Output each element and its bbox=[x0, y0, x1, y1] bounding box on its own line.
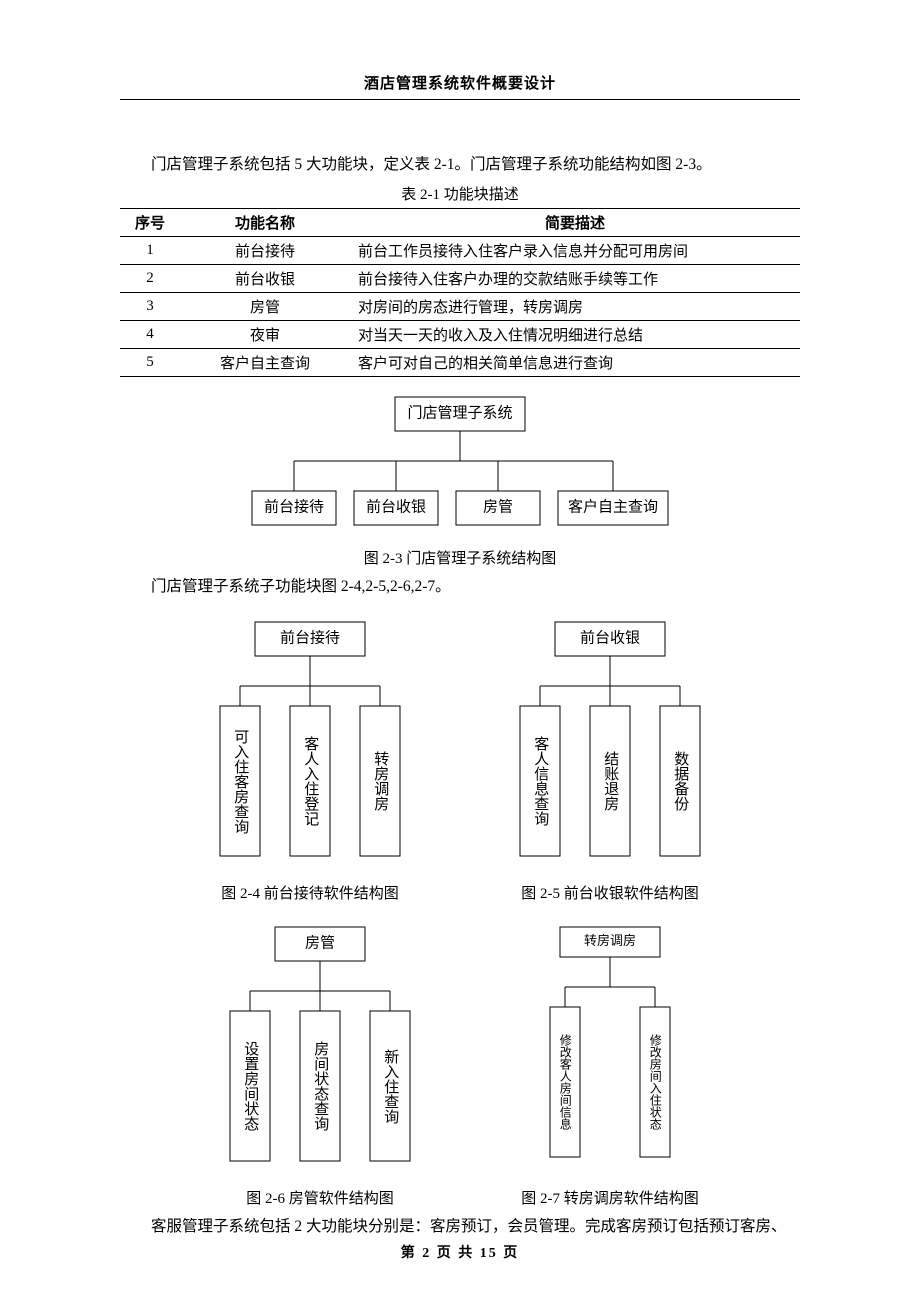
cell-name: 客户自主查询 bbox=[180, 349, 350, 377]
col-desc-header: 简要描述 bbox=[350, 209, 800, 237]
figures-row-1: 前台接待可入住客房查询客人入住登记转房调房 图 2-4 前台接待软件结构图 前台… bbox=[120, 602, 800, 907]
svg-text:前台收银: 前台收银 bbox=[580, 629, 640, 646]
svg-text:门店管理子系统: 门店管理子系统 bbox=[407, 405, 512, 422]
table-header-row: 序号 功能名称 简要描述 bbox=[120, 209, 800, 237]
table-row: 4夜审对当天一天的收入及入住情况明细进行总结 bbox=[120, 321, 800, 349]
figure-2-5-col: 前台收银客人信息查询结账退房数据备份 图 2-5 前台收银软件结构图 bbox=[490, 602, 730, 907]
figures-row-2: 房管设置房间状态房间状态查询新入住查询 图 2-6 房管软件结构图 转房调房修改… bbox=[120, 907, 800, 1212]
figure-2-6-caption: 图 2-6 房管软件结构图 bbox=[200, 1187, 440, 1208]
cell-name: 前台收银 bbox=[180, 265, 350, 293]
table-caption: 表 2-1 功能块描述 bbox=[120, 183, 800, 204]
col-seq-header: 序号 bbox=[120, 209, 180, 237]
figure-2-4-caption: 图 2-4 前台接待软件结构图 bbox=[190, 882, 430, 903]
paragraph-3: 客服管理子系统包括 2 大功能块分别是：客房预订，会员管理。完成客房预订包括预订… bbox=[120, 1212, 800, 1241]
figure-2-5: 前台收银客人信息查询结账退房数据备份 bbox=[490, 616, 730, 876]
header-rule bbox=[120, 99, 800, 100]
table-row: 1前台接待前台工作员接待入住客户录入信息并分配可用房间 bbox=[120, 237, 800, 265]
svg-text:前台接待: 前台接待 bbox=[280, 629, 340, 646]
figure-2-7-col: 转房调房修改客人房间信息修改房间入住状态 图 2-7 转房调房软件结构图 bbox=[500, 907, 720, 1212]
table-row: 2前台收银前台接待入住客户办理的交款结账手续等工作 bbox=[120, 265, 800, 293]
figure-2-3: 门店管理子系统前台接待 前台收银 房管 客户自主查询 bbox=[120, 391, 800, 541]
paragraph-2: 门店管理子系统子功能块图 2-4,2-5,2-6,2-7。 bbox=[120, 572, 800, 601]
cell-seq: 3 bbox=[120, 293, 180, 321]
cell-name: 前台接待 bbox=[180, 237, 350, 265]
figure-2-7: 转房调房修改客人房间信息修改房间入住状态 bbox=[500, 921, 720, 1181]
cell-desc: 客户可对自己的相关简单信息进行查询 bbox=[350, 349, 800, 377]
cell-seq: 1 bbox=[120, 237, 180, 265]
figure-2-3-caption: 图 2-3 门店管理子系统结构图 bbox=[120, 547, 800, 568]
cell-desc: 对房间的房态进行管理，转房调房 bbox=[350, 293, 800, 321]
cell-seq: 4 bbox=[120, 321, 180, 349]
cell-name: 夜审 bbox=[180, 321, 350, 349]
page: 酒店管理系统软件概要设计 门店管理子系统包括 5 大功能块，定义表 2-1。门店… bbox=[0, 0, 920, 1302]
table-row: 3房管对房间的房态进行管理，转房调房 bbox=[120, 293, 800, 321]
table-row: 5客户自主查询客户可对自己的相关简单信息进行查询 bbox=[120, 349, 800, 377]
header-title: 酒店管理系统软件概要设计 bbox=[120, 72, 800, 93]
svg-text:前台接待: 前台接待 bbox=[264, 499, 324, 516]
figure-2-4: 前台接待可入住客房查询客人入住登记转房调房 bbox=[190, 616, 430, 876]
cell-desc: 对当天一天的收入及入住情况明细进行总结 bbox=[350, 321, 800, 349]
cell-name: 房管 bbox=[180, 293, 350, 321]
function-table: 序号 功能名称 简要描述 1前台接待前台工作员接待入住客户录入信息并分配可用房间… bbox=[120, 208, 800, 377]
figure-2-4-col: 前台接待可入住客房查询客人入住登记转房调房 图 2-4 前台接待软件结构图 bbox=[190, 602, 430, 907]
figure-2-5-caption: 图 2-5 前台收银软件结构图 bbox=[490, 882, 730, 903]
cell-seq: 5 bbox=[120, 349, 180, 377]
cell-desc: 前台工作员接待入住客户录入信息并分配可用房间 bbox=[350, 237, 800, 265]
page-footer: 第 2 页 共 15 页 bbox=[0, 1242, 920, 1262]
svg-text:客户自主查询: 客户自主查询 bbox=[568, 499, 658, 516]
col-name-header: 功能名称 bbox=[180, 209, 350, 237]
figure-2-6: 房管设置房间状态房间状态查询新入住查询 bbox=[200, 921, 440, 1181]
svg-text:前台收银: 前台收银 bbox=[366, 499, 426, 516]
svg-text:房管: 房管 bbox=[305, 934, 335, 951]
figure-2-6-col: 房管设置房间状态房间状态查询新入住查询 图 2-6 房管软件结构图 bbox=[200, 907, 440, 1212]
cell-seq: 2 bbox=[120, 265, 180, 293]
svg-text:转房调房: 转房调房 bbox=[584, 933, 636, 948]
intro-paragraph: 门店管理子系统包括 5 大功能块，定义表 2-1。门店管理子系统功能结构如图 2… bbox=[120, 150, 800, 179]
figure-2-7-caption: 图 2-7 转房调房软件结构图 bbox=[500, 1187, 720, 1208]
svg-text:房管: 房管 bbox=[483, 499, 513, 516]
cell-desc: 前台接待入住客户办理的交款结账手续等工作 bbox=[350, 265, 800, 293]
